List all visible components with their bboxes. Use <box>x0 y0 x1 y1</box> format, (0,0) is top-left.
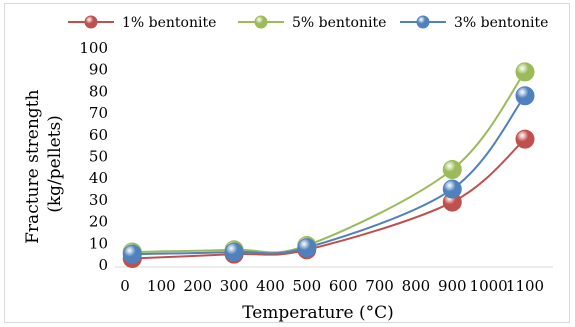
plot-area <box>122 62 535 268</box>
y-axis-title: Fracture strength (kg/pellets) <box>23 84 65 244</box>
data-point-marker <box>515 129 535 149</box>
y-tick-label: 10 <box>89 234 108 252</box>
x-tick-label: 300 <box>220 277 249 295</box>
data-point-marker <box>224 242 244 262</box>
data-point-marker <box>442 179 462 199</box>
legend-marker <box>84 15 98 29</box>
x-tick-label: 400 <box>256 277 285 295</box>
legend-label: 5% bentonite <box>292 15 386 31</box>
y-tick-label: 50 <box>89 148 108 166</box>
y-tick-label: 70 <box>89 104 108 122</box>
y-tick-label: 0 <box>98 256 108 274</box>
legend-label: 1% bentonite <box>122 15 216 31</box>
y-tick-label: 80 <box>89 82 108 100</box>
x-tick-label: 600 <box>329 277 358 295</box>
y-tick-label: 100 <box>79 39 108 57</box>
legend-label: 3% bentonite <box>454 15 548 31</box>
chart-frame <box>4 3 570 323</box>
x-axis-title: Temperature (°C) <box>242 303 394 323</box>
y-tick-label: 40 <box>89 169 108 187</box>
y-axis-ticks: 0 10 20 30 40 50 60 70 80 90 100 <box>79 39 108 274</box>
data-point-marker <box>442 160 462 180</box>
data-point-marker <box>515 86 535 106</box>
y-axis-title-line-1: Fracture strength <box>23 90 43 244</box>
data-point-marker <box>297 238 317 258</box>
y-tick-label: 60 <box>89 126 108 144</box>
legend: 1% bentonite 5% bentonite 3% bentonite <box>68 15 548 31</box>
y-tick-label: 90 <box>89 61 108 79</box>
legend-marker <box>254 15 268 29</box>
x-tick-label: 200 <box>183 277 212 295</box>
x-tick-label: 700 <box>365 277 394 295</box>
x-tick-label: 100 <box>147 277 176 295</box>
series-line <box>132 95 526 256</box>
x-tick-label: 500 <box>292 277 321 295</box>
y-axis-title-line-2: (kg/pellets) <box>45 115 65 213</box>
legend-marker <box>416 15 430 29</box>
series-line <box>132 71 526 254</box>
x-tick-label: 1000 <box>470 277 508 295</box>
y-tick-label: 20 <box>89 213 108 231</box>
x-tick-label: 1100 <box>506 277 544 295</box>
y-tick-label: 30 <box>89 191 108 209</box>
data-point-marker <box>515 62 535 82</box>
data-point-marker <box>122 244 142 264</box>
x-tick-label: 0 <box>120 277 130 295</box>
x-tick-label: 900 <box>438 277 467 295</box>
x-tick-label: 800 <box>402 277 431 295</box>
